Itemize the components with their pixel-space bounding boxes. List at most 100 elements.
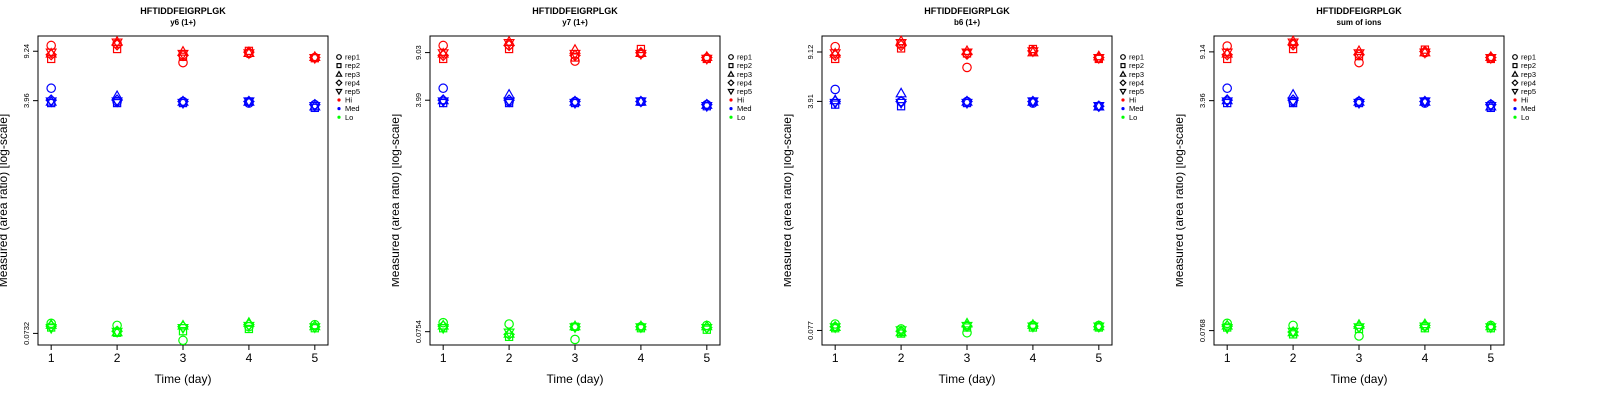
legend-label: Lo — [1129, 113, 1137, 122]
legend-color-dot — [1513, 98, 1517, 102]
legend-marker — [335, 79, 343, 87]
legend-marker — [336, 54, 342, 60]
legend-color-dot — [1513, 107, 1517, 111]
x-axis-label: Time (day) — [939, 372, 996, 386]
data-point — [177, 98, 189, 110]
x-tick-label: 2 — [114, 351, 121, 365]
data-point — [438, 317, 448, 328]
chart-panel: HFTIDDFEIGRPLGK y7 (1+) 1 2 3 4 5 Time (day) 0.0… — [392, 0, 784, 400]
data-point — [308, 323, 321, 334]
legend-label: Lo — [1521, 113, 1529, 122]
data-point — [829, 98, 842, 110]
data-point — [504, 319, 514, 329]
data-point — [1484, 323, 1497, 334]
data-point — [178, 327, 188, 336]
data-point — [437, 323, 450, 335]
legend-color-dot — [337, 115, 341, 119]
legend-marker — [1119, 79, 1127, 87]
data-point — [700, 54, 713, 65]
x-tick-label: 2 — [506, 351, 513, 365]
data-point — [895, 39, 907, 50]
data-point — [1353, 323, 1365, 334]
data-point — [437, 94, 450, 105]
legend-label: rep2 — [737, 61, 752, 70]
legend-marker — [1119, 88, 1127, 96]
data-point — [45, 97, 58, 108]
data-point — [1092, 53, 1105, 65]
legend-label: Med — [1129, 104, 1144, 113]
data-point — [437, 49, 450, 62]
data-point — [1353, 98, 1365, 110]
legend-color-dot — [1121, 98, 1125, 102]
data-point — [47, 54, 56, 64]
legend-label: rep4 — [1521, 78, 1536, 87]
data-point — [308, 320, 321, 331]
data-point — [308, 101, 321, 113]
legend-label: rep1 — [1521, 53, 1536, 62]
x-tick-label: 5 — [1095, 351, 1102, 365]
data-point — [111, 89, 123, 101]
x-tick-label: 3 — [180, 351, 187, 365]
data-point — [503, 35, 515, 46]
legend-marker — [335, 70, 343, 77]
legend-label: rep3 — [1129, 70, 1144, 79]
x-tick-label: 1 — [832, 351, 839, 365]
y-tick-label: 3.91 — [806, 94, 815, 109]
data-point — [700, 50, 713, 62]
legend-label: rep1 — [345, 53, 360, 62]
data-point — [1287, 39, 1299, 51]
data-point — [570, 56, 580, 66]
chart-subtitle: y7 (1+) — [562, 18, 588, 27]
y-axis-label: Measured (area ratio) [log-scale] — [0, 114, 10, 287]
legend-label: rep4 — [737, 78, 752, 87]
x-tick-label: 4 — [246, 351, 253, 365]
legend-label: rep1 — [1129, 53, 1144, 62]
plot-frame — [37, 35, 329, 346]
data-point — [1092, 320, 1105, 331]
y-tick-label: 3.96 — [22, 93, 31, 108]
legend-label: rep5 — [1129, 87, 1144, 96]
data-point — [1027, 47, 1039, 58]
data-point — [1484, 50, 1497, 62]
plot-frame — [821, 35, 1113, 346]
data-point — [437, 49, 450, 60]
data-point — [1484, 101, 1497, 113]
chart-panel: HFTIDDFEIGRPLGK y6 (1+) 1 2 3 4 5 Time (day) 0.0… — [0, 0, 392, 400]
x-tick-label: 2 — [898, 351, 905, 365]
x-axis-label: Time (day) — [547, 372, 604, 386]
data-point — [569, 320, 581, 331]
legend-label: Hi — [1521, 96, 1528, 105]
data-point — [111, 97, 123, 108]
data-point — [569, 43, 581, 54]
legend-label: rep4 — [345, 78, 360, 87]
x-tick-label: 1 — [1224, 351, 1231, 365]
x-tick-label: 5 — [311, 351, 318, 365]
data-point — [177, 49, 189, 61]
data-point — [437, 97, 450, 108]
y-axis-label: Measured (area ratio) [log-scale] — [1176, 114, 1186, 287]
x-tick-label: 4 — [1422, 351, 1429, 365]
legend-label: rep3 — [345, 70, 360, 79]
data-point — [962, 62, 972, 73]
data-point — [1092, 322, 1105, 333]
legend-color-dot — [1121, 107, 1125, 111]
legend-label: rep3 — [737, 70, 752, 79]
data-point — [244, 324, 254, 334]
legend-marker — [1511, 79, 1519, 87]
legend-marker — [1119, 70, 1127, 77]
legend-label: rep2 — [1129, 61, 1144, 70]
data-point — [439, 54, 448, 64]
legend-label: Hi — [345, 96, 352, 105]
legend-label: rep5 — [1521, 87, 1536, 96]
x-tick-label: 5 — [1487, 351, 1494, 365]
data-point — [308, 50, 321, 62]
data-point — [895, 87, 907, 98]
data-point — [961, 44, 973, 56]
chart-subtitle: y6 (1+) — [170, 18, 196, 27]
chart-svg: HFTIDDFEIGRPLGK sum of ions 1 2 3 4 5 Time (day… — [1176, 6, 1536, 386]
legend-color-dot — [1121, 115, 1125, 119]
x-tick-label: 3 — [572, 351, 579, 365]
legend-color-dot — [729, 115, 733, 119]
legend-marker — [728, 54, 734, 60]
data-point — [178, 335, 188, 346]
